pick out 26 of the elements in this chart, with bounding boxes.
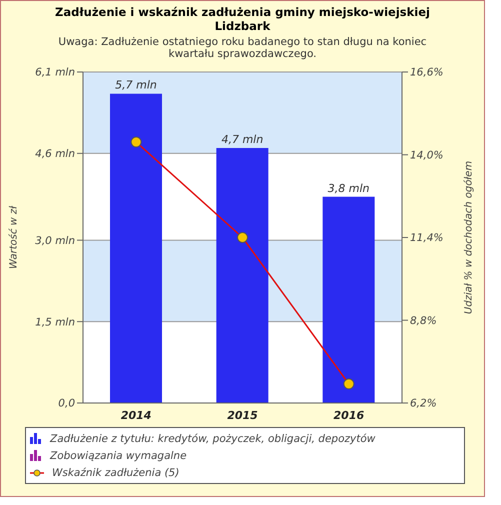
bar [110, 94, 162, 403]
data-label: 4,7 mln [221, 132, 264, 146]
y2-tick-label: 11,4% [410, 232, 444, 244]
bar [322, 196, 375, 403]
y2-tick-label: 16,6% [410, 66, 444, 79]
y2-axis-title: Udział % w dochodach ogółem [464, 160, 475, 314]
data-label: 5,7 mln [115, 78, 157, 92]
y-tick-label: 3,0 mln [35, 234, 75, 247]
legend-label: Zadłużenie z tytułu: kredytów, pożyczek, obligacji, depozytów [50, 432, 376, 444]
legend-label: Zobowiązania wymagalne [50, 450, 187, 462]
data-label: 3,8 mln [328, 182, 370, 195]
y-tick-label: 4,6 mln [35, 148, 75, 160]
x-tick-label: 2016 [334, 408, 364, 422]
chart-title: Zadłużenie i wskaźnik zadłużenia gminy miejsko-wiejskiej Lidzbark [54, 5, 431, 33]
x-tick-label: 2014 [120, 408, 152, 422]
legend-label: Wskaźnik zadłużenia (5) [52, 466, 180, 478]
bar [216, 148, 268, 403]
chart-subtitle: Uwaga: Zadłużenie ostatniego roku badanego to stan długu na koniec kwartału sprawozdawczego. [57, 36, 428, 60]
y-tick-label: 6,1 mln [35, 66, 75, 79]
y2-tick-label: 14,0% [410, 149, 444, 162]
y-tick-label: 1,5 mln [35, 316, 75, 328]
y-tick-label: 0,0 [58, 398, 76, 410]
y2-tick-label: 6,2% [410, 398, 437, 410]
y2-tick-label: 8,8% [410, 314, 437, 327]
y-axis-title: Wartość w zł [8, 204, 20, 269]
x-tick-label: 2015 [227, 408, 258, 422]
